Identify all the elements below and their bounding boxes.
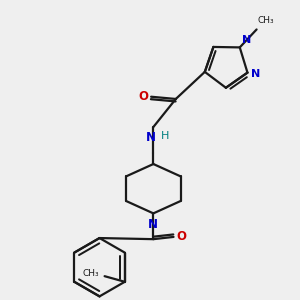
Text: N: N	[146, 131, 156, 145]
Text: O: O	[138, 90, 148, 103]
Text: N: N	[251, 69, 260, 79]
Text: CH₃: CH₃	[82, 269, 99, 278]
Text: N: N	[242, 35, 251, 45]
Text: N: N	[148, 218, 158, 231]
Text: H: H	[160, 131, 169, 142]
Text: O: O	[176, 230, 186, 243]
Text: CH₃: CH₃	[258, 16, 274, 25]
